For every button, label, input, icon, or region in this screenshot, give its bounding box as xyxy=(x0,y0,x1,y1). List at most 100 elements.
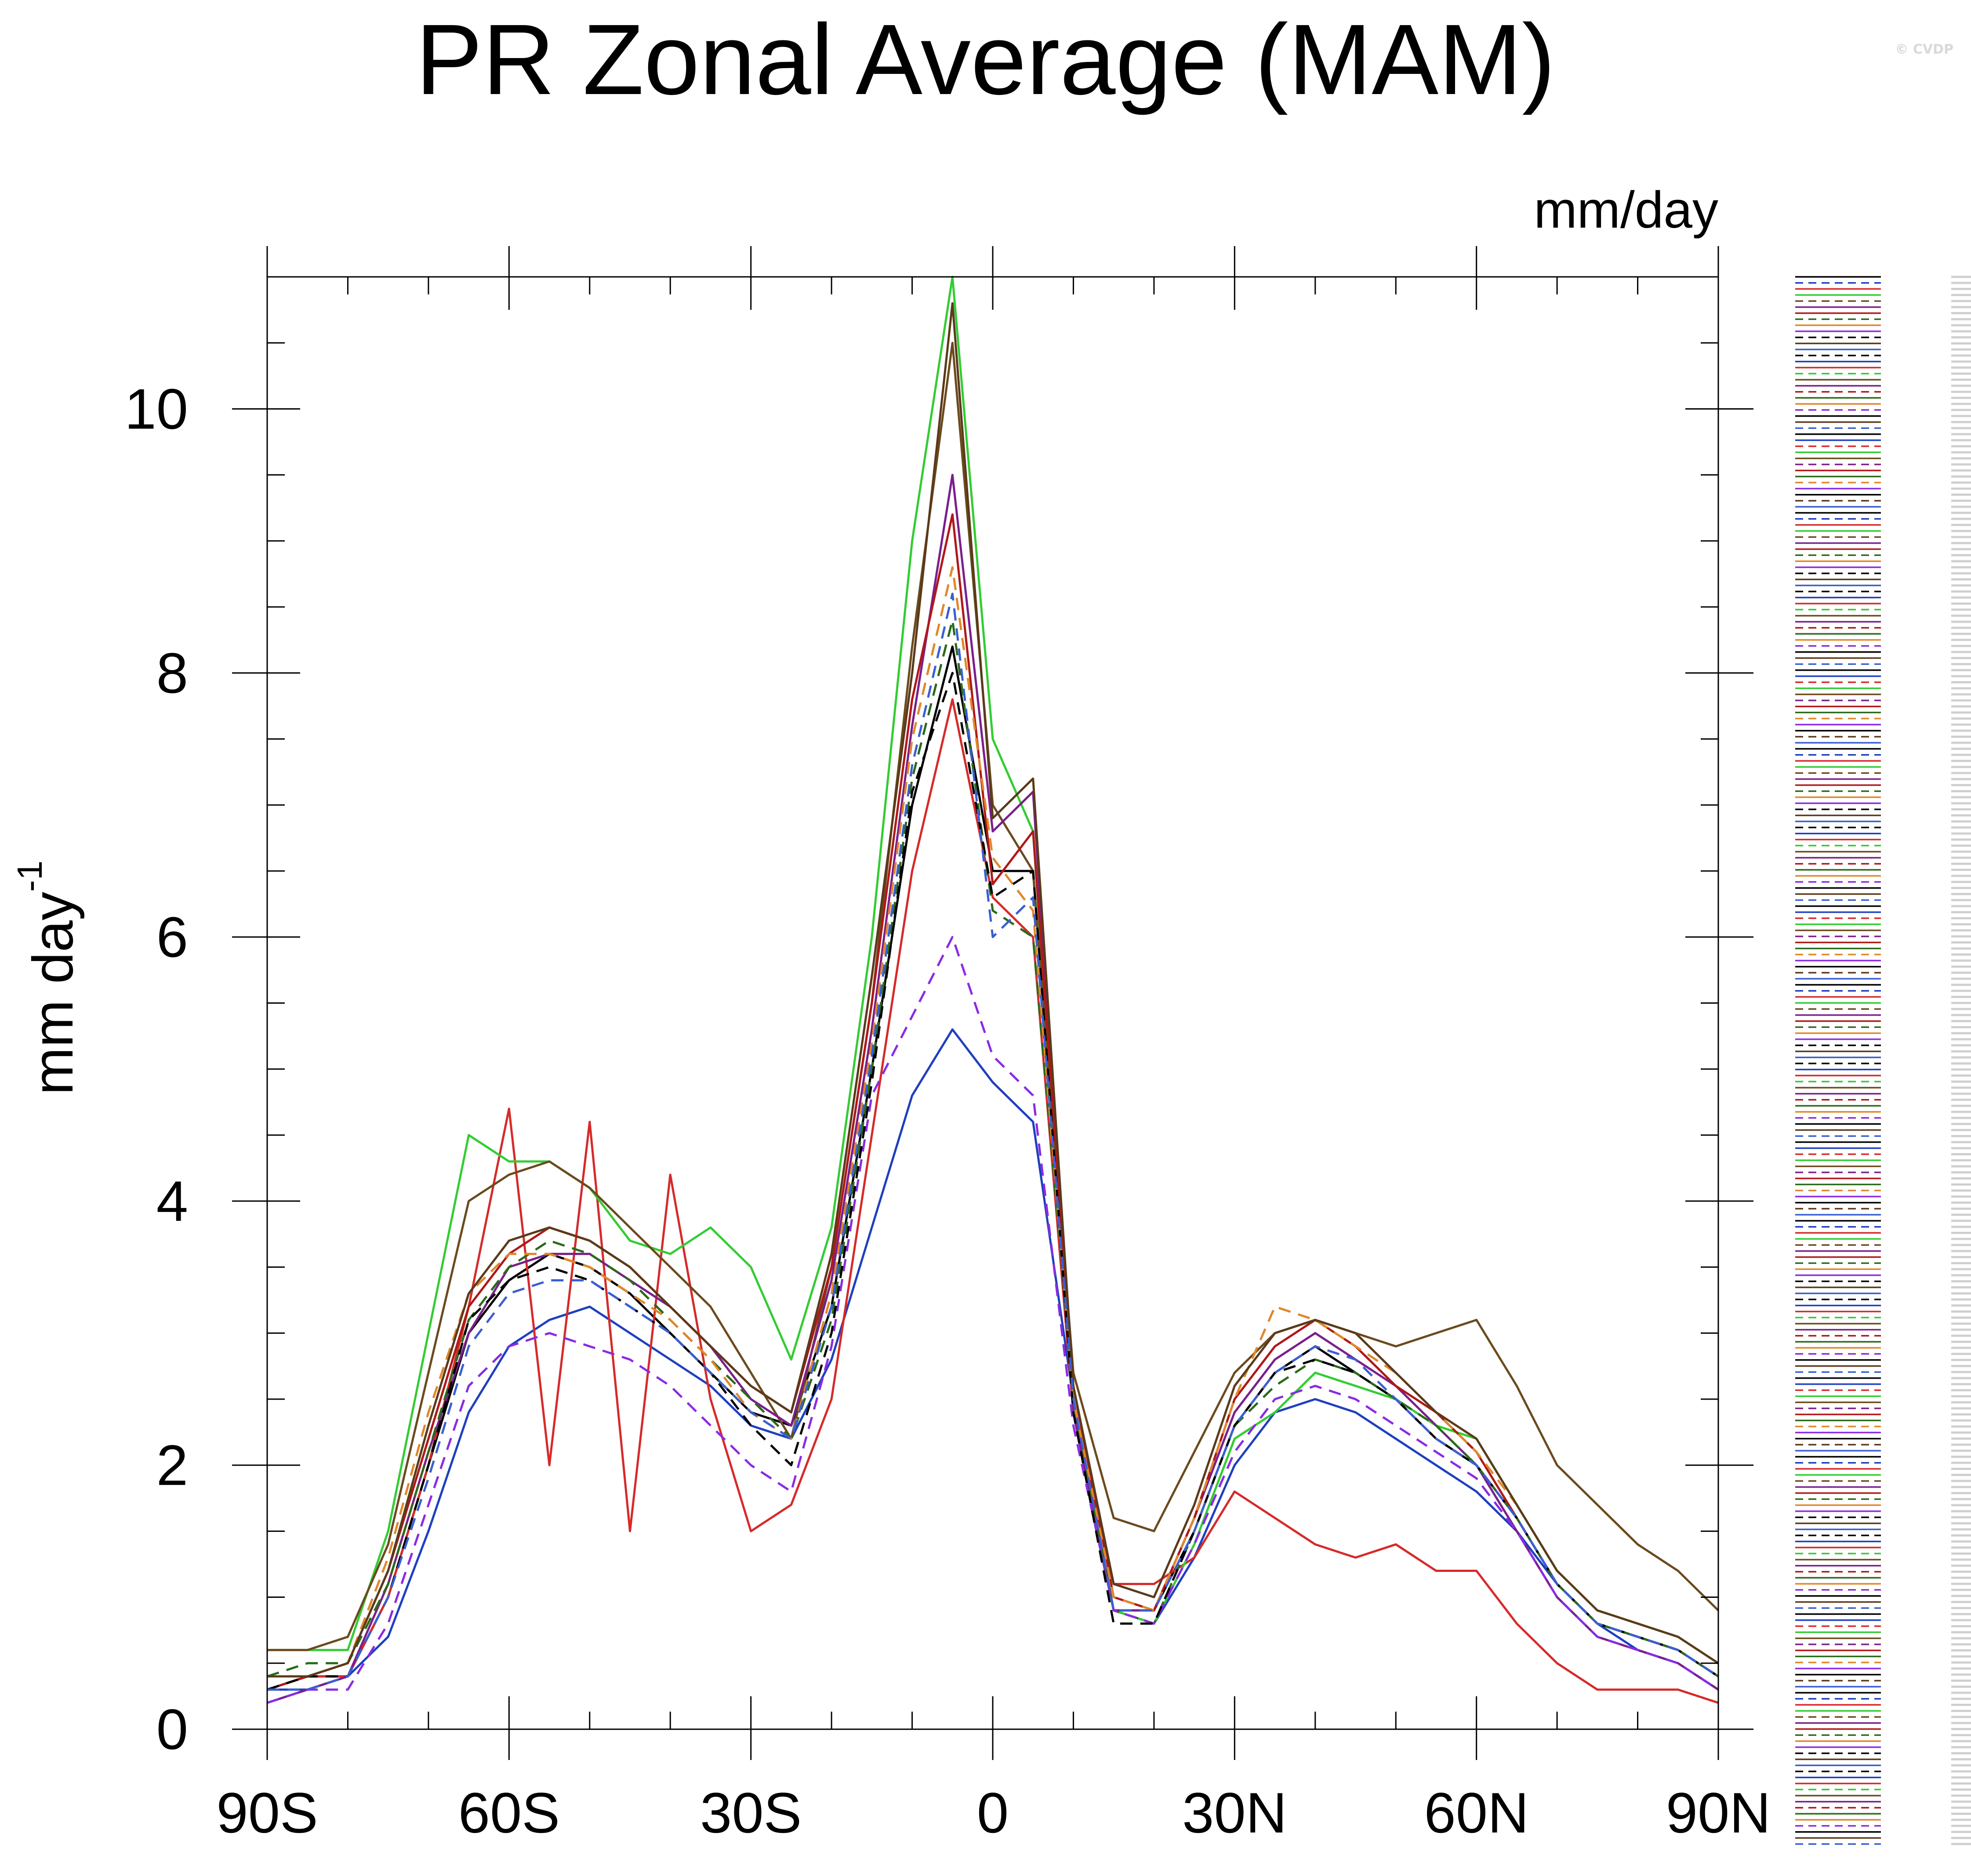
legend-label-mark xyxy=(1951,1092,1971,1095)
legend-label-mark xyxy=(1951,1437,1971,1440)
y-tick-label: 4 xyxy=(156,1169,188,1233)
x-tick-label: 60S xyxy=(458,1781,560,1845)
legend-label-mark xyxy=(1951,324,1971,327)
legend-label-mark xyxy=(1951,1020,1971,1023)
legend-label-mark xyxy=(1951,796,1971,798)
chart-title: PR Zonal Average (MAM) xyxy=(415,4,1556,116)
legend-label-mark xyxy=(1951,1637,1971,1640)
legend-label-mark xyxy=(1951,1685,1971,1688)
legend-label-mark xyxy=(1951,1728,1971,1731)
legend-label-mark xyxy=(1951,1310,1971,1313)
legend-label-mark xyxy=(1951,1050,1971,1052)
legend-label-mark xyxy=(1951,838,1971,841)
series-line-4 xyxy=(267,341,1719,1651)
legend-label-mark xyxy=(1951,941,1971,944)
legend-label-mark xyxy=(1951,741,1971,744)
legend-label-mark xyxy=(1951,409,1971,411)
legend-label-mark xyxy=(1951,1286,1971,1288)
legend-label-mark xyxy=(1951,632,1971,635)
legend-label-mark xyxy=(1951,1631,1971,1633)
legend-label-mark xyxy=(1951,1667,1971,1670)
legend-label-mark xyxy=(1951,602,1971,605)
legend-label-mark xyxy=(1951,1219,1971,1222)
legend-label-mark xyxy=(1951,1292,1971,1295)
legend-label-mark xyxy=(1951,1625,1971,1628)
legend-label-mark xyxy=(1951,1462,1971,1464)
legend-label-mark xyxy=(1951,463,1971,466)
legend-label-mark xyxy=(1951,1788,1971,1791)
legend-label-mark xyxy=(1951,1734,1971,1736)
legend-label-mark xyxy=(1951,947,1971,950)
legend-label-mark xyxy=(1951,342,1971,345)
legend-label-mark xyxy=(1951,360,1971,363)
series-line-12 xyxy=(267,592,1719,1691)
units-label: mm/day xyxy=(1534,181,1718,239)
legend-label-mark xyxy=(1951,1110,1971,1113)
y-tick-label: 0 xyxy=(156,1697,188,1761)
y-axis-label-exponent: -1 xyxy=(10,860,49,892)
legend-label-mark xyxy=(1951,445,1971,448)
legend-label-mark xyxy=(1951,693,1971,696)
legend-label-mark xyxy=(1951,1335,1971,1337)
legend-label-mark xyxy=(1951,820,1971,823)
legend-label-mark xyxy=(1951,1673,1971,1676)
series-line-6 xyxy=(267,513,1719,1691)
legend-label-mark xyxy=(1951,1171,1971,1174)
legend-label-mark xyxy=(1951,396,1971,399)
legend-label-mark xyxy=(1951,1413,1971,1416)
legend-label-mark xyxy=(1951,778,1971,780)
legend-label-mark xyxy=(1951,584,1971,587)
legend-label-mark xyxy=(1951,542,1971,544)
legend-label-mark xyxy=(1951,1401,1971,1404)
legend-label-mark xyxy=(1951,276,1971,278)
legend-label-mark xyxy=(1951,1818,1971,1821)
legend-label-mark xyxy=(1951,1800,1971,1803)
legend-label-mark xyxy=(1951,790,1971,792)
legend-label-mark xyxy=(1951,1074,1971,1077)
legend-label-mark xyxy=(1951,554,1971,556)
legend-label-mark xyxy=(1951,639,1971,641)
legend-label-mark xyxy=(1951,1002,1971,1004)
legend-label-mark xyxy=(1951,1740,1971,1742)
legend-label-mark xyxy=(1951,1135,1971,1137)
legend-label-mark xyxy=(1951,729,1971,732)
legend-label-mark xyxy=(1951,1274,1971,1277)
legend-label-mark xyxy=(1951,1480,1971,1482)
y-axis-label-text: mm day xyxy=(21,892,85,1095)
legend-label-mark xyxy=(1951,1807,1971,1809)
y-tick-label: 2 xyxy=(156,1433,188,1497)
legend-label-mark xyxy=(1951,590,1971,593)
x-tick-label: 30S xyxy=(700,1781,802,1845)
legend-label-mark xyxy=(1951,657,1971,659)
legend-label-mark xyxy=(1951,1268,1971,1270)
legend-label-mark xyxy=(1951,524,1971,526)
series-line-3 xyxy=(267,276,1719,1664)
x-tick-label: 30N xyxy=(1182,1781,1287,1845)
legend-label-mark xyxy=(1951,1195,1971,1198)
legend-label-mark xyxy=(1951,1704,1971,1706)
legend-label-mark xyxy=(1951,1649,1971,1652)
y-tick-label: 10 xyxy=(124,377,188,441)
legend-label-mark xyxy=(1951,1776,1971,1779)
legend-label-mark xyxy=(1951,814,1971,816)
legend-label-mark xyxy=(1951,1226,1971,1228)
legend-label-mark xyxy=(1951,1510,1971,1513)
legend-label-mark xyxy=(1951,1425,1971,1428)
legend-label-mark xyxy=(1951,717,1971,720)
legend-label-mark xyxy=(1951,475,1971,478)
legend-label-mark xyxy=(1951,391,1971,393)
legend-label-mark xyxy=(1951,1607,1971,1609)
legend-label-mark xyxy=(1951,306,1971,308)
legend xyxy=(1795,276,1971,1845)
legend-label-mark xyxy=(1951,905,1971,907)
legend-label-mark xyxy=(1951,1698,1971,1700)
legend-label-mark xyxy=(1951,1141,1971,1143)
legend-label-mark xyxy=(1951,663,1971,665)
legend-label-mark xyxy=(1951,505,1971,508)
legend-label-mark xyxy=(1951,1504,1971,1506)
legend-label-mark xyxy=(1951,385,1971,387)
x-tick-label: 90S xyxy=(216,1781,318,1845)
legend-label-mark xyxy=(1951,560,1971,562)
legend-label-mark xyxy=(1951,735,1971,738)
